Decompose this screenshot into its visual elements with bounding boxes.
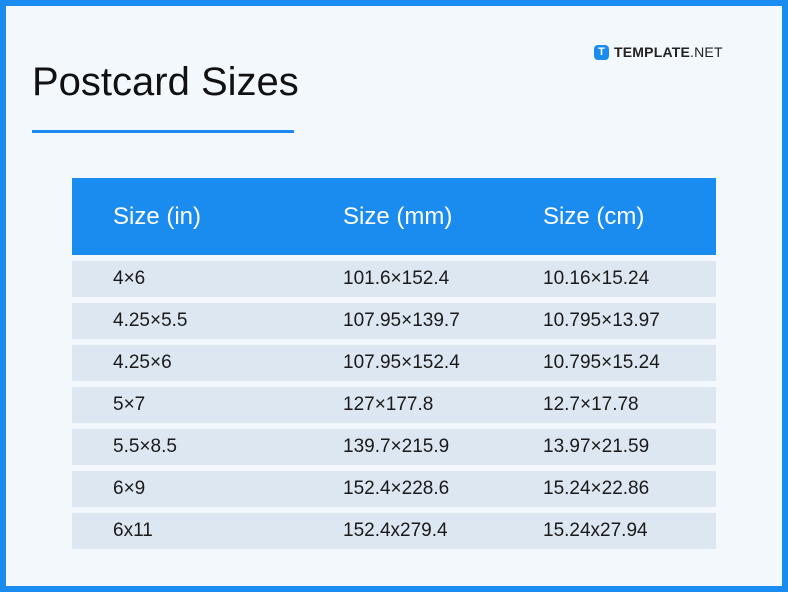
table-cell: 10.795×13.97 bbox=[543, 310, 660, 331]
table-cell: 4.25×6 bbox=[113, 352, 172, 373]
table-row: 6x11 152.4x279.4 15.24x27.94 bbox=[72, 513, 716, 549]
table-cell: 5.5×8.5 bbox=[113, 436, 177, 457]
table-row: 6×9 152.4×228.6 15.24×22.86 bbox=[72, 471, 716, 507]
logo-icon: T bbox=[594, 44, 609, 60]
table-cell: 139.7×215.9 bbox=[343, 436, 450, 457]
logo-brand: TEMPLATE bbox=[614, 44, 691, 60]
table-row: 4×6 101.6×152.4 10.16×15.24 bbox=[72, 261, 716, 297]
table-row: 4.25×5.5 107.95×139.7 10.795×13.97 bbox=[72, 303, 716, 339]
table-cell: 12.7×17.78 bbox=[543, 394, 639, 415]
table-cell: 6x11 bbox=[113, 520, 153, 541]
header-size-mm: Size (mm) bbox=[343, 202, 453, 230]
table-cell: 101.6×152.4 bbox=[343, 268, 450, 289]
table-cell: 4.25×5.5 bbox=[113, 310, 188, 331]
table-cell: 107.95×139.7 bbox=[343, 310, 460, 331]
table-cell: 6×9 bbox=[113, 478, 146, 499]
table-cell: 152.4×228.6 bbox=[343, 478, 450, 499]
table-cell: 10.795×15.24 bbox=[543, 352, 660, 373]
logo-suffix: .NET bbox=[690, 44, 723, 60]
table-cell: 152.4x279.4 bbox=[343, 520, 448, 541]
table-cell: 5×7 bbox=[113, 394, 146, 415]
table-cell: 4×6 bbox=[113, 268, 146, 289]
table-row: 5×7 127×177.8 12.7×17.78 bbox=[72, 387, 716, 423]
table-cell: 107.95×152.4 bbox=[343, 352, 460, 373]
table-cell: 13.97×21.59 bbox=[543, 436, 650, 457]
page-title: Postcard Sizes bbox=[32, 60, 299, 104]
table-cell: 15.24x27.94 bbox=[543, 520, 648, 541]
table-cell: 127×177.8 bbox=[343, 394, 434, 415]
table-cell: 10.16×15.24 bbox=[543, 268, 650, 289]
postcard-sizes-table: Size (in) Size (mm) Size (cm) 4×6 101.6×1… bbox=[72, 178, 716, 549]
template-net-logo: T TEMPLATE.NET bbox=[594, 44, 723, 60]
title-underline bbox=[32, 130, 294, 133]
table-row: 5.5×8.5 139.7×215.9 13.97×21.59 bbox=[72, 429, 716, 465]
header-size-cm: Size (cm) bbox=[543, 202, 645, 230]
table-header: Size (in) Size (mm) Size (cm) bbox=[72, 178, 716, 255]
table-cell: 15.24×22.86 bbox=[543, 478, 650, 499]
table-row: 4.25×6 107.95×152.4 10.795×15.24 bbox=[72, 345, 716, 381]
header-size-in: Size (in) bbox=[113, 202, 202, 230]
